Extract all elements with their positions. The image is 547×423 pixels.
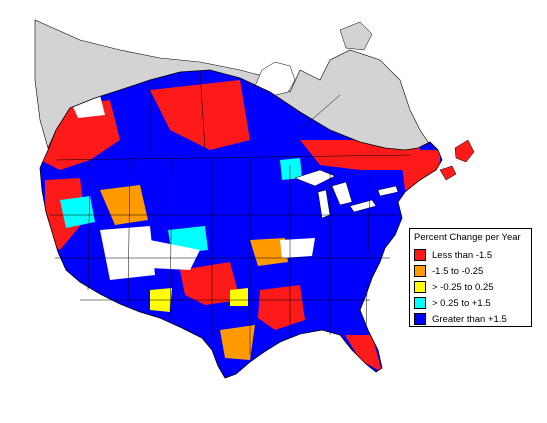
legend-label: Less than -1.5 bbox=[432, 249, 493, 261]
legend-item: Less than -1.5 bbox=[414, 247, 531, 263]
legend-title: Percent Change per Year bbox=[414, 232, 521, 243]
legend-swatch bbox=[414, 313, 426, 325]
region-unclassified-kansas bbox=[280, 238, 315, 258]
region-decrease-north bbox=[150, 80, 250, 150]
region-stable-mid bbox=[230, 288, 248, 306]
legend-item: > -0.25 to 0.25 bbox=[414, 279, 531, 295]
region-decrease-northeast bbox=[400, 150, 440, 190]
nova-scotia bbox=[439, 165, 457, 181]
legend-label: > -0.25 to 0.25 bbox=[432, 281, 494, 293]
legend-label: > 0.25 to +1.5 bbox=[432, 297, 491, 309]
region-decrease-florida bbox=[345, 335, 382, 372]
trend-regions bbox=[40, 80, 440, 372]
arctic-island bbox=[339, 21, 373, 51]
legend-swatch bbox=[414, 297, 426, 309]
legend-label: Greater than +1.5 bbox=[432, 313, 507, 325]
region-decrease-plains bbox=[180, 262, 240, 305]
legend-swatch bbox=[414, 249, 426, 261]
legend-swatch bbox=[414, 265, 426, 277]
legend: Percent Change per Year Less than -1.5 -… bbox=[409, 228, 532, 327]
legend-item: -1.5 to -0.25 bbox=[414, 263, 531, 279]
legend-label: -1.5 to -0.25 bbox=[432, 265, 484, 277]
region-moderate-increase-north bbox=[280, 158, 302, 180]
newfoundland bbox=[454, 139, 475, 163]
legend-item: > 0.25 to +1.5 bbox=[414, 295, 531, 311]
legend-item: Greater than +1.5 bbox=[414, 311, 531, 327]
legend-swatch bbox=[414, 281, 426, 293]
region-moderate-decrease-mid bbox=[250, 238, 288, 266]
boundaries bbox=[50, 69, 411, 355]
region-moderate-decrease-south bbox=[220, 325, 255, 360]
region-moderate-increase-west bbox=[60, 196, 95, 228]
region-unclassified-great-basin bbox=[100, 226, 155, 280]
region-unclassified-plains bbox=[150, 240, 200, 270]
coastline bbox=[39, 69, 443, 379]
region-decrease-texas bbox=[258, 285, 305, 330]
